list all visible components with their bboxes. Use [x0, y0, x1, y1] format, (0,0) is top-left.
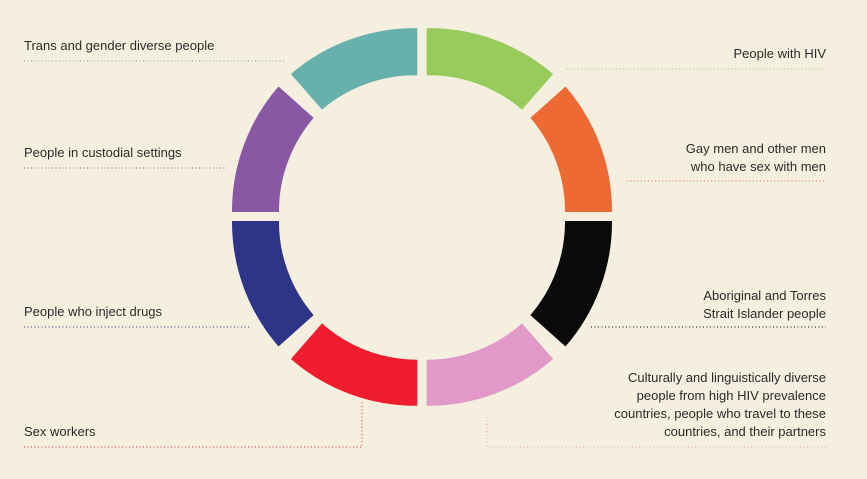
label-aboriginal: Aboriginal and Torres Strait Islander pe…	[703, 288, 826, 321]
segment-gay-men	[530, 86, 613, 212]
segment-sex-workers	[290, 323, 418, 406]
leader-sex-workers	[24, 400, 363, 448]
label-custodial: People in custodial settings	[24, 145, 182, 160]
leader-lines	[24, 60, 826, 448]
ring	[231, 28, 613, 406]
leader-cald	[486, 417, 826, 448]
label-trans: Trans and gender diverse people	[24, 38, 215, 53]
segment-aboriginal	[530, 221, 613, 347]
label-people-with-hiv: People with HIV	[733, 46, 827, 61]
segment-inject-drugs	[231, 221, 314, 347]
label-inject-drugs: People who inject drugs	[24, 304, 163, 319]
segment-cald	[426, 323, 554, 406]
segment-trans	[290, 28, 418, 110]
segment-people-with-hiv	[426, 28, 554, 110]
label-gay-men: Gay men and other men who have sex with …	[685, 141, 826, 174]
segment-custodial	[231, 86, 314, 212]
label-sex-workers: Sex workers	[24, 424, 96, 439]
label-cald: Culturally and linguistically diverse pe…	[614, 370, 826, 439]
